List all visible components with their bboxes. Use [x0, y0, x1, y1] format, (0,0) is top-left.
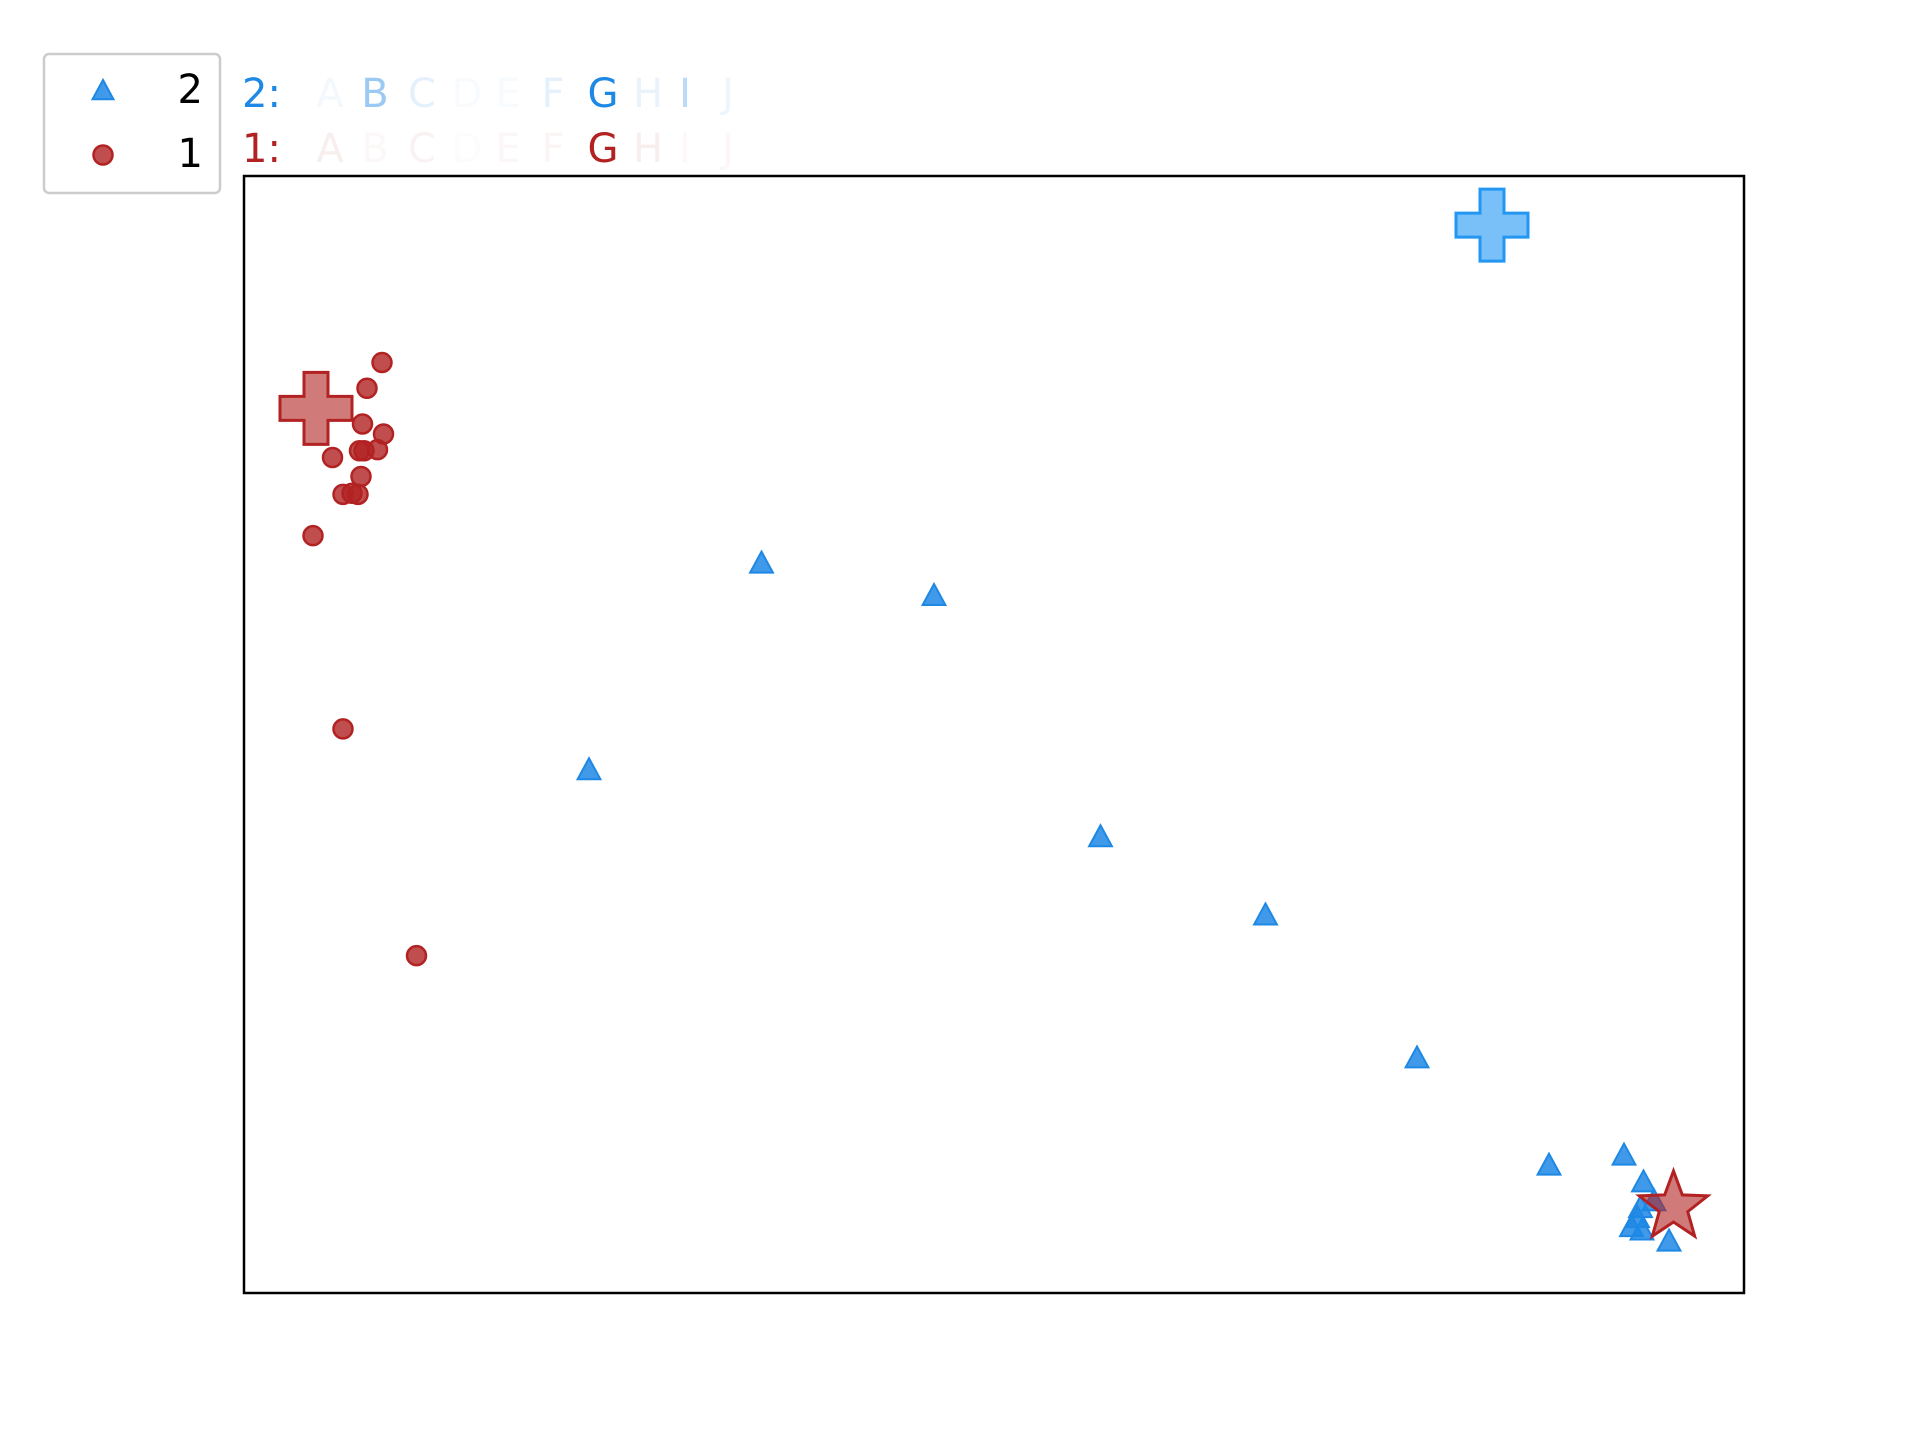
letter-C: C	[408, 126, 436, 172]
letter-D: D	[452, 126, 483, 172]
plot-frame	[242, 174, 1746, 1295]
data-point-series-2	[1628, 1216, 1656, 1241]
data-point-series-2	[1630, 1168, 1657, 1193]
letter-E: E	[495, 126, 520, 172]
data-point-series-1	[321, 446, 344, 469]
letter-A: A	[316, 126, 344, 172]
letter-row-prefix: 2:	[242, 71, 281, 117]
data-point-series-1	[332, 483, 354, 506]
legend-label-1: 1	[178, 131, 203, 177]
data-points	[302, 351, 1683, 1252]
legend: 21	[42, 52, 222, 195]
letter-D: D	[452, 71, 483, 117]
data-point-series-2	[1535, 1151, 1563, 1176]
data-point-series-1	[405, 944, 428, 967]
letter-rows: 2: A B C D E F G H I J 1: A B C D E F G H I J	[242, 71, 734, 172]
letter-I: I	[679, 71, 691, 117]
plus-marker-series-2	[1454, 187, 1530, 263]
star-marker-series-1	[1635, 1166, 1712, 1240]
data-point-series-1	[371, 351, 393, 374]
letter-I: I	[679, 126, 691, 172]
data-point-series-2	[920, 581, 948, 606]
letter-B: B	[361, 126, 388, 172]
letter-G: G	[588, 126, 619, 172]
data-point-series-1	[356, 377, 378, 399]
letter-G: G	[588, 71, 619, 117]
letter-row-prefix: 1:	[242, 126, 281, 172]
letter-J: J	[719, 71, 734, 117]
special-markers	[278, 187, 1712, 1240]
data-point-series-2	[1655, 1227, 1683, 1252]
legend-label-2: 2	[178, 67, 203, 113]
letter-A: A	[316, 71, 344, 117]
data-point-series-1	[348, 440, 371, 462]
legend-marker-2	[90, 77, 116, 101]
data-point-series-2	[1403, 1044, 1431, 1069]
data-point-series-2	[1252, 901, 1279, 926]
letter-C: C	[408, 71, 436, 117]
letter-B: B	[361, 71, 388, 117]
data-point-series-2	[575, 756, 603, 781]
legend-box	[42, 52, 222, 195]
data-point-series-2	[1610, 1141, 1638, 1166]
data-point-series-1	[351, 413, 374, 435]
letter-H: H	[633, 71, 663, 117]
data-point-series-1	[332, 718, 354, 740]
letter-E: E	[495, 71, 520, 117]
data-point-series-2	[748, 549, 775, 574]
letter-J: J	[719, 126, 734, 172]
data-point-series-1	[302, 524, 324, 547]
letter-H: H	[633, 126, 663, 172]
letter-F: F	[541, 71, 564, 117]
plus-marker-series-1	[278, 370, 354, 446]
letter-F: F	[541, 126, 564, 172]
legend-marker-1	[92, 144, 114, 166]
data-point-series-2	[1087, 823, 1114, 848]
